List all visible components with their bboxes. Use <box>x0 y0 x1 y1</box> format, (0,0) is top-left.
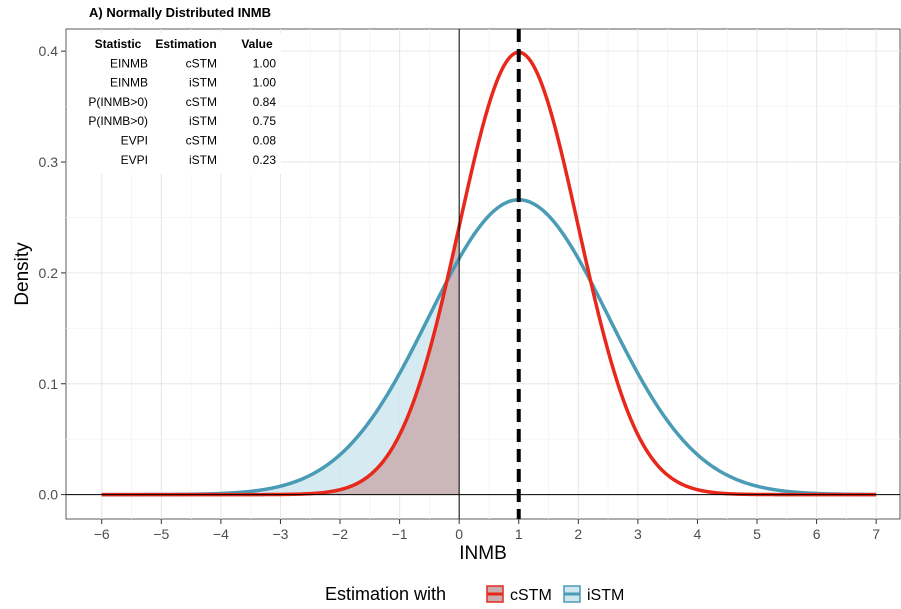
shaded-areas <box>101 226 460 495</box>
table-cell: EVPI <box>121 153 148 167</box>
table-cell: iSTM <box>189 114 217 128</box>
x-tick-label: 3 <box>634 526 642 542</box>
table-cell: 1.00 <box>253 56 277 70</box>
legend-label-cstm: cSTM <box>510 587 552 604</box>
table-header-cell: Value <box>241 37 273 51</box>
reference-lines <box>66 29 900 519</box>
y-tick-label: 0.3 <box>39 154 59 170</box>
table-cell: 0.75 <box>253 114 277 128</box>
table-cell: EINMB <box>110 56 148 70</box>
y-tick-label: 0.4 <box>39 43 59 59</box>
x-tick-label: 0 <box>455 526 463 542</box>
table-cell: iSTM <box>189 153 217 167</box>
x-tick-label: 2 <box>574 526 582 542</box>
table-cell: EINMB <box>110 76 148 90</box>
x-tick-label: 1 <box>515 526 523 542</box>
table-cell: iSTM <box>189 76 217 90</box>
table-header-cell: Statistic <box>95 37 142 51</box>
table-cell: EVPI <box>121 134 148 148</box>
table-cell: P(INMB>0) <box>88 95 148 109</box>
legend: Estimation with cSTM iSTM <box>325 584 624 604</box>
legend-label-istm: iSTM <box>587 587 624 604</box>
shaded-area-cstm <box>101 226 460 495</box>
x-tick-label: 4 <box>694 526 702 542</box>
x-tick-label: −1 <box>392 526 408 542</box>
y-tick-label: 0.0 <box>39 487 59 503</box>
x-tick-label: 5 <box>753 526 761 542</box>
x-axis-title: INMB <box>459 543 507 564</box>
x-tick-label: −6 <box>94 526 110 542</box>
table-cell: cSTM <box>186 95 217 109</box>
table-cell: 0.84 <box>253 95 277 109</box>
x-tick-label: −5 <box>153 526 169 542</box>
x-tick-label: −2 <box>332 526 348 542</box>
summary-table: Statistic Estimation Value EINMB cSTM 1.00 EIN… <box>69 33 281 175</box>
table-cell: cSTM <box>186 134 217 148</box>
axes: −6 −5 −4 −3 −2 −1 0 1 2 3 4 5 6 7 0.0 0.1 0.2 0.3 0.4 <box>39 43 881 542</box>
x-tick-label: −3 <box>272 526 288 542</box>
y-tick-label: 0.2 <box>39 265 59 281</box>
x-tick-label: 7 <box>872 526 880 542</box>
table-header-cell: Estimation <box>155 37 216 51</box>
table-background <box>69 33 281 175</box>
x-tick-label: −4 <box>213 526 229 542</box>
legend-title: Estimation with <box>325 584 446 604</box>
x-tick-label: 6 <box>813 526 821 542</box>
table-cell: 0.23 <box>253 153 277 167</box>
grid-lines <box>66 29 900 519</box>
table-cell: 0.08 <box>253 134 277 148</box>
chart-title: A) Normally Distributed INMB <box>89 5 271 20</box>
table-cell: 1.00 <box>253 76 277 90</box>
y-axis-title: Density <box>12 242 33 306</box>
table-cell: cSTM <box>186 56 217 70</box>
shaded-area-istm <box>101 258 460 495</box>
table-cell: P(INMB>0) <box>88 114 148 128</box>
y-tick-label: 0.1 <box>39 376 59 392</box>
